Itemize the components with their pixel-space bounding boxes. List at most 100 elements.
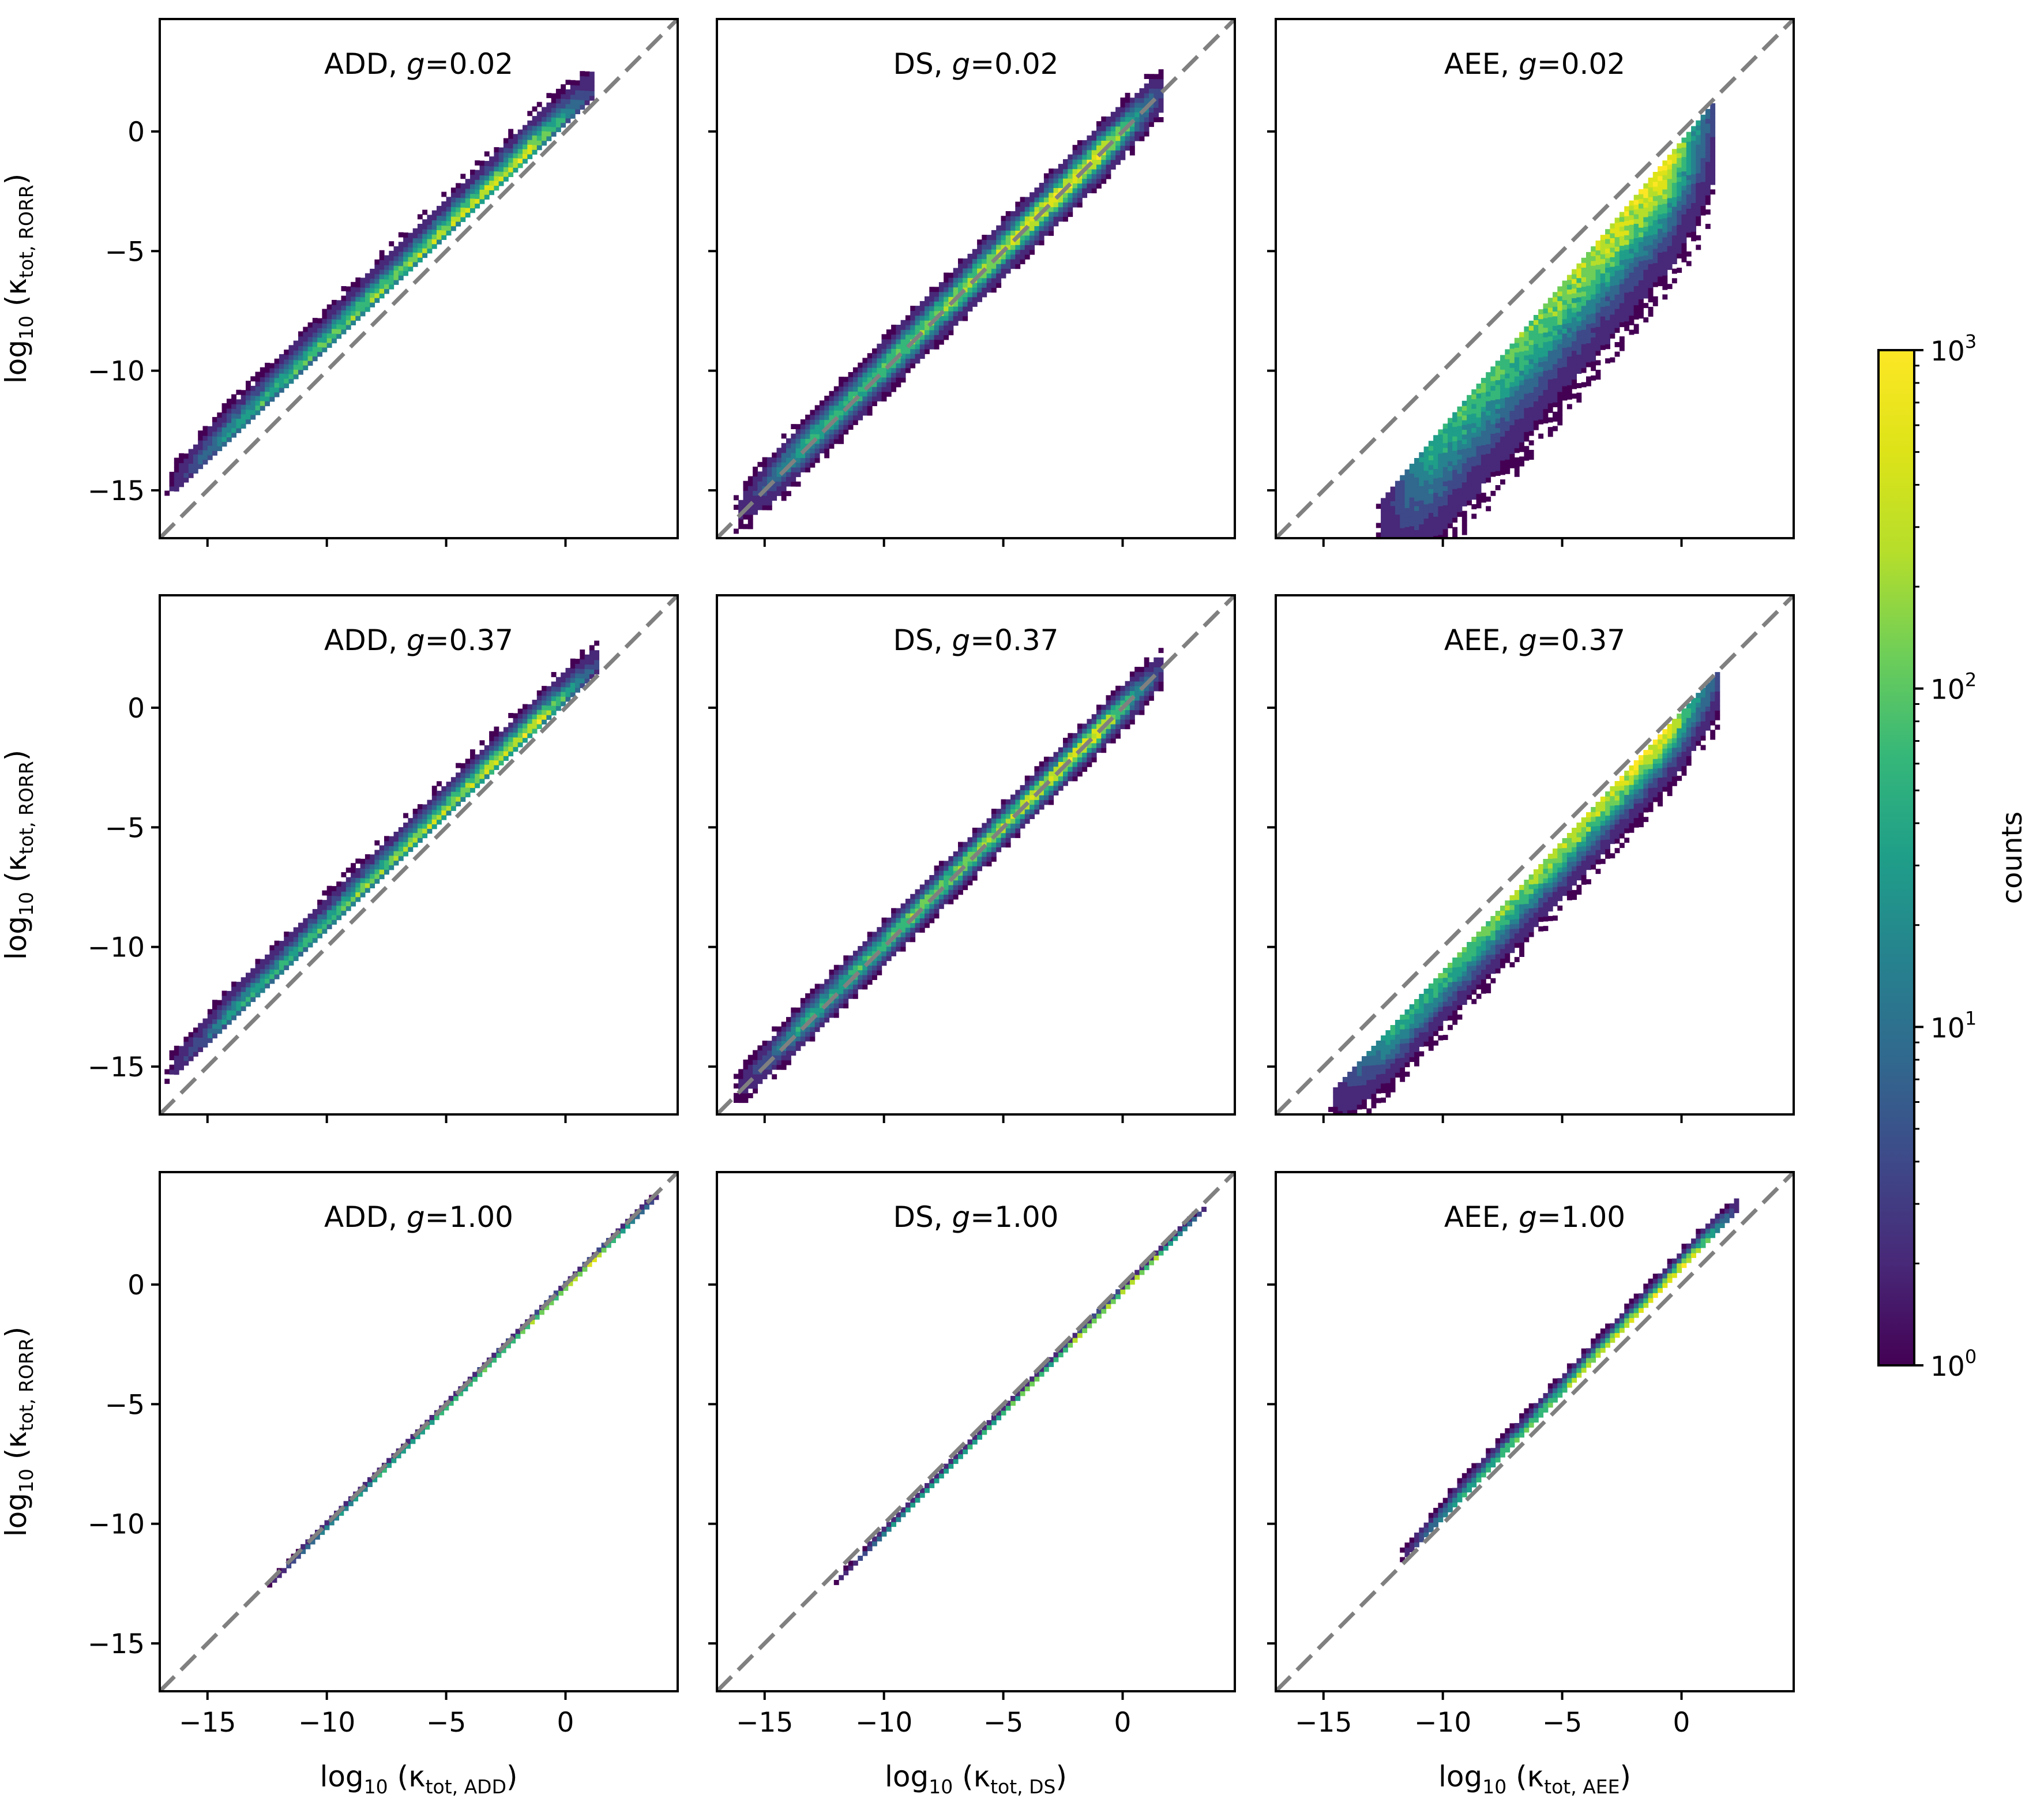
heatmap-cell <box>494 171 499 177</box>
heatmap-cell <box>1442 490 1448 496</box>
heatmap-cell <box>1705 152 1711 157</box>
heatmap-cell <box>1538 410 1544 415</box>
heatmap-cell <box>1063 776 1068 782</box>
heatmap-cell <box>1087 135 1092 141</box>
heatmap-cell <box>437 234 442 240</box>
heatmap-cell <box>829 429 835 435</box>
heatmap-cell <box>1020 201 1025 207</box>
heatmap-cell <box>948 856 954 862</box>
heatmap-cell <box>1614 303 1620 309</box>
heatmap-cell <box>207 450 213 456</box>
heatmap-cell <box>1543 394 1549 400</box>
heatmap-cell <box>1677 148 1682 153</box>
heatmap-cell <box>944 296 949 302</box>
heatmap-cell <box>307 923 313 929</box>
heatmap-cell <box>1600 331 1606 336</box>
heatmap-cell <box>422 823 428 829</box>
heatmap-cell <box>1461 510 1467 516</box>
heatmap-cell <box>269 945 275 951</box>
heatmap-cell <box>967 837 973 843</box>
heatmap-cell <box>532 700 538 705</box>
heatmap-cell <box>1414 472 1419 478</box>
heatmap-cell <box>355 892 361 898</box>
heatmap-cell <box>1486 477 1491 483</box>
heatmap-cell <box>1448 542 1453 547</box>
heatmap-cell <box>317 337 322 343</box>
heatmap-cell <box>1514 462 1520 468</box>
heatmap-cell <box>1096 140 1102 146</box>
heatmap-cell <box>408 251 414 257</box>
heatmap-cell <box>450 786 456 792</box>
heatmap-cell <box>408 266 414 272</box>
heatmap-cell <box>226 403 232 409</box>
heatmap-cell <box>403 261 408 266</box>
heatmap-cell <box>317 904 322 910</box>
heatmap-cell <box>589 659 595 665</box>
heatmap-cell <box>766 1055 772 1060</box>
heatmap-cell <box>743 1098 749 1103</box>
heatmap-cell <box>881 917 887 923</box>
heatmap-cell <box>872 965 877 971</box>
heatmap-cell <box>1438 530 1444 535</box>
heatmap-cell <box>546 126 552 132</box>
heatmap-cell <box>1586 285 1591 291</box>
heatmap-cell <box>1129 136 1135 141</box>
heatmap-cell <box>1533 425 1539 430</box>
heatmap-cell <box>475 170 480 175</box>
heatmap-cell <box>1696 192 1701 198</box>
heatmap-cell <box>1572 317 1577 322</box>
heatmap-cell <box>1461 530 1467 535</box>
heatmap-cell <box>1624 273 1630 279</box>
heatmap-cell <box>561 686 566 692</box>
heatmap-cell <box>1600 268 1606 274</box>
heatmap-cell <box>317 332 322 338</box>
heatmap-cell <box>1639 232 1644 238</box>
heatmap-cell <box>307 346 313 352</box>
heatmap-cell <box>1667 197 1673 203</box>
heatmap-cell <box>1686 198 1692 204</box>
heatmap-cell <box>1433 535 1438 538</box>
heatmap-cell <box>1082 188 1088 193</box>
heatmap-cell <box>351 287 356 292</box>
heatmap-cell <box>1686 141 1692 147</box>
heatmap-cell <box>584 664 590 670</box>
heatmap-cell <box>1505 387 1511 393</box>
heatmap-cell <box>384 850 389 856</box>
heatmap-cell <box>900 353 906 359</box>
heatmap-cell <box>1557 382 1563 388</box>
heatmap-cell <box>355 896 361 902</box>
heatmap-cell <box>1610 257 1615 262</box>
heatmap-cell <box>1614 261 1620 266</box>
heatmap-cell <box>886 343 892 349</box>
heatmap-cell <box>1414 558 1419 564</box>
heatmap-cell <box>982 235 987 240</box>
heatmap-cell <box>1423 489 1429 495</box>
heatmap-cell <box>1509 458 1515 464</box>
heatmap-cell <box>1053 192 1059 198</box>
heatmap-cell <box>925 899 930 904</box>
heatmap-cell <box>1049 216 1054 222</box>
heatmap-cell <box>781 1041 787 1046</box>
heatmap-cell <box>398 836 404 842</box>
heatmap-cell <box>1381 541 1386 546</box>
heatmap-cell <box>925 310 930 316</box>
heatmap-cell <box>1652 258 1658 264</box>
heatmap-cell <box>1677 153 1682 158</box>
heatmap-cell <box>1428 441 1434 446</box>
heatmap-cell <box>900 373 906 378</box>
heatmap-cell <box>198 454 204 460</box>
heatmap-cell <box>881 372 887 378</box>
heatmap-cell <box>1063 183 1068 189</box>
heatmap-cell <box>800 998 806 1004</box>
heatmap-cell <box>848 419 854 425</box>
heatmap-cell <box>1091 155 1097 160</box>
heatmap-cell <box>1110 131 1116 136</box>
heatmap-cell <box>1700 201 1706 206</box>
heatmap-cell <box>427 828 433 834</box>
heatmap-cell <box>944 291 949 297</box>
heatmap-cell <box>575 95 580 100</box>
heatmap-cell <box>1696 163 1701 169</box>
heatmap-cell <box>193 444 198 450</box>
heatmap-cell <box>1696 201 1701 207</box>
